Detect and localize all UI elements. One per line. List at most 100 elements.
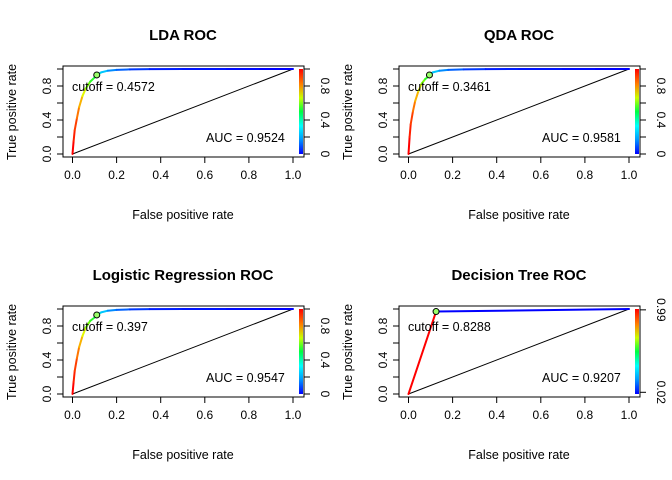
roc-panel-4: Decision Tree ROC 0.0 0.2 0.4 0.6 0.8 1.0 0.0 0.… — [341, 267, 668, 462]
roc-curve-segment — [106, 308, 118, 312]
colorbar-tick-label: 0 — [318, 391, 332, 398]
x-axis-label: False positive rate — [468, 208, 569, 222]
y-tick-label: 0.8 — [376, 77, 390, 94]
y-tick-label: 0.4 — [40, 351, 54, 368]
x-axis-label: False positive rate — [468, 448, 569, 462]
y-tick-label: 0.4 — [40, 111, 54, 128]
auc-label: AUC = 0.9207 — [542, 371, 621, 385]
roc-curve-segment — [73, 357, 78, 373]
colorbar — [635, 69, 639, 154]
y-tick-label: 0.0 — [376, 145, 390, 162]
cutoff-point — [432, 308, 440, 316]
y-tick-label: 0.8 — [40, 77, 54, 94]
y-tick-label: 0.8 — [40, 317, 54, 334]
roc-curve-segment — [414, 90, 420, 103]
x-tick-label: 0.0 — [400, 168, 417, 182]
roc-curve-segment — [431, 69, 441, 74]
colorbar-tick-label: 0.99 — [654, 298, 668, 322]
cutoff-point — [93, 71, 101, 79]
roc-curve-segment — [72, 129, 76, 143]
roc-curve-segment — [438, 68, 450, 72]
y-tick-label: 0.4 — [376, 351, 390, 368]
x-tick-label: 0.8 — [577, 408, 594, 422]
y-tick-label: 0.0 — [40, 385, 54, 402]
roc-curve-segment — [84, 80, 92, 90]
cutoff-label: cutoff = 0.4572 — [72, 80, 155, 94]
colorbar-tick-label: 0.4 — [318, 112, 332, 129]
x-tick-label: 0.4 — [488, 168, 505, 182]
x-tick-label: 0.2 — [444, 168, 461, 182]
colorbar-tick-label: 0 — [318, 151, 332, 158]
x-axis-label: False positive rate — [132, 208, 233, 222]
colorbar-tick-label: 0.8 — [318, 78, 332, 95]
roc-curve-segment — [81, 326, 87, 338]
y-axis-label: True positive rate — [341, 64, 355, 160]
roc-curve-segment — [73, 117, 78, 132]
roc-curve-segment — [407, 136, 411, 155]
diagonal-line — [72, 308, 294, 395]
roc-curve-segment — [72, 370, 76, 384]
x-tick-label: 0.6 — [196, 408, 213, 422]
x-tick-label: 0.6 — [196, 168, 213, 182]
roc-curve-segment — [84, 319, 92, 329]
roc-curve-segment — [100, 69, 109, 74]
plot-frame — [62, 65, 305, 158]
y-tick-label: 0.8 — [376, 317, 390, 334]
roc-curve-segment — [408, 123, 412, 138]
y-axis-label: True positive rate — [5, 64, 19, 160]
cutoff-label: cutoff = 0.3461 — [408, 80, 491, 94]
x-tick-label: 0.2 — [444, 408, 461, 422]
x-tick-label: 1.0 — [621, 168, 638, 182]
x-tick-label: 0.4 — [488, 408, 505, 422]
x-tick-label: 1.0 — [285, 168, 302, 182]
colorbar-tick-label: 0.4 — [318, 352, 332, 369]
auc-label: AUC = 0.9581 — [542, 131, 621, 145]
roc-curve-segment — [411, 100, 417, 113]
y-axis-label: True positive rate — [5, 304, 19, 400]
roc-curve-segment — [407, 310, 438, 395]
roc-curve-segment — [75, 346, 81, 360]
roc-curve-segment — [106, 68, 118, 72]
cutoff-point — [425, 71, 433, 79]
colorbar — [635, 309, 639, 394]
x-axis-label: False positive rate — [132, 448, 233, 462]
y-tick-label: 0.0 — [376, 385, 390, 402]
x-tick-label: 0.4 — [152, 408, 169, 422]
roc-curve-segment — [447, 68, 465, 71]
x-tick-label: 0.8 — [241, 168, 258, 182]
diagonal-line — [408, 308, 630, 395]
cutoff-label: cutoff = 0.397 — [72, 320, 148, 334]
x-tick-label: 0.0 — [64, 408, 81, 422]
plot-frame — [398, 305, 641, 398]
roc-curve-segment — [78, 95, 84, 109]
plot-frame — [62, 305, 305, 398]
colorbar — [299, 69, 303, 154]
x-tick-label: 0.2 — [108, 408, 125, 422]
roc-curve-segment — [435, 308, 630, 313]
colorbar-tick-label: 0.4 — [654, 112, 668, 129]
x-tick-label: 0.2 — [108, 168, 125, 182]
y-axis-label: True positive rate — [341, 304, 355, 400]
roc-panel-3: Logistic Regression ROC 0.0 0.2 0.4 0.6 0.8 1.… — [5, 267, 332, 462]
colorbar-tick-label: 0.8 — [318, 318, 332, 335]
roc-curve-segment — [417, 82, 423, 93]
cutoff-label: cutoff = 0.8288 — [408, 320, 491, 334]
roc-curve-segment — [89, 76, 96, 83]
x-tick-label: 0.0 — [64, 168, 81, 182]
colorbar-tick-label: 0.8 — [654, 78, 668, 95]
y-tick-label: 0.4 — [376, 111, 390, 128]
roc-curve-segment — [78, 335, 84, 349]
chart-title: LDA ROC — [149, 27, 217, 44]
roc-curve-segment — [75, 106, 81, 120]
colorbar-tick-label: 0 — [654, 151, 668, 158]
diagonal-line — [408, 68, 630, 155]
chart-title: QDA ROC — [484, 27, 554, 44]
x-tick-label: 0.0 — [400, 408, 417, 422]
roc-panel-1: LDA ROC 0.0 0.2 0.4 0.6 0.8 1.0 0.0 0.4 0.8 False … — [5, 27, 332, 222]
roc-curve-segment — [409, 110, 414, 126]
colorbar — [299, 309, 303, 394]
x-tick-label: 0.8 — [577, 168, 594, 182]
chart-title: Logistic Regression ROC — [93, 267, 274, 284]
x-tick-label: 0.4 — [152, 168, 169, 182]
